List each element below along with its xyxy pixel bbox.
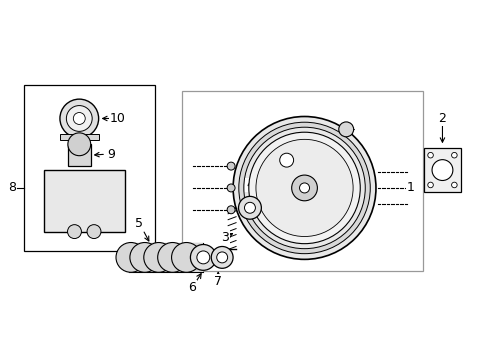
Bar [60,134,99,140]
Circle shape [116,243,145,272]
Circle shape [450,152,456,158]
Circle shape [299,183,309,193]
Bar [423,148,460,192]
Circle shape [226,162,235,170]
Text: 5: 5 [135,217,142,230]
Circle shape [211,247,233,268]
Bar [24,85,154,251]
Text: 10: 10 [110,112,126,125]
Text: 1: 1 [406,181,414,194]
Circle shape [248,132,360,244]
Circle shape [238,196,261,219]
Text: 4: 4 [245,179,253,192]
Circle shape [244,127,365,249]
Circle shape [216,252,227,263]
Circle shape [255,139,352,237]
Bar [129,243,203,272]
Bar [68,144,90,166]
Circle shape [197,251,209,264]
Circle shape [66,105,92,131]
Circle shape [143,243,173,272]
Circle shape [171,243,201,272]
Circle shape [427,152,432,158]
Circle shape [67,225,81,239]
Circle shape [238,122,369,254]
Text: 3: 3 [221,231,228,244]
Circle shape [130,243,160,272]
Circle shape [73,113,85,125]
Circle shape [427,182,432,188]
Circle shape [431,159,452,180]
Circle shape [233,117,375,260]
Circle shape [226,184,235,192]
Text: 8: 8 [8,181,16,194]
Text: 2: 2 [438,112,446,125]
Circle shape [450,182,456,188]
Circle shape [87,225,101,239]
Circle shape [338,122,353,137]
Circle shape [279,153,293,167]
Text: 7: 7 [214,275,222,288]
Bar [182,91,422,271]
Circle shape [68,133,90,156]
Bar [43,170,124,231]
Circle shape [157,243,187,272]
Circle shape [190,244,216,270]
Circle shape [291,175,317,201]
Text: 9: 9 [107,148,115,161]
Circle shape [60,99,99,138]
Circle shape [244,202,255,213]
Circle shape [226,206,235,214]
Text: 6: 6 [188,281,196,294]
